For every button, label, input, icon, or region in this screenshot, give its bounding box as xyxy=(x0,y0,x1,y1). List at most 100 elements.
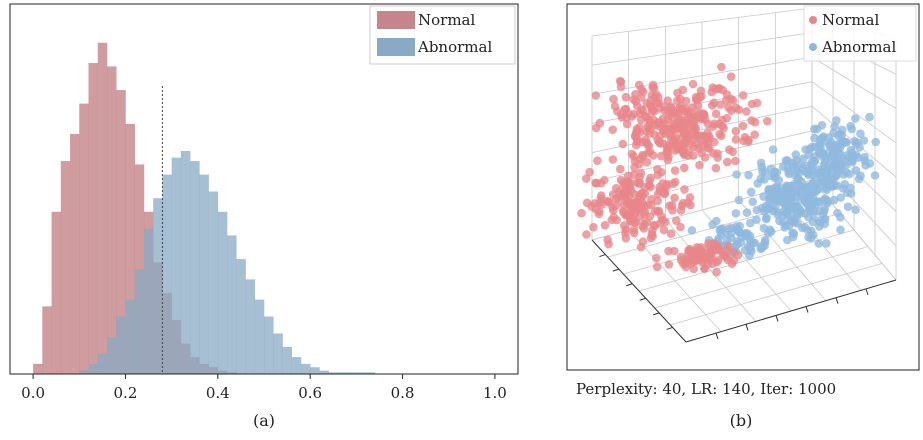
scatter-point-normal xyxy=(621,233,631,243)
scatter-point-normal xyxy=(638,87,648,97)
scatter-point-normal xyxy=(649,220,659,230)
scatter-point-abnormal xyxy=(855,143,864,152)
scatter-point-normal xyxy=(593,156,602,165)
axis-line xyxy=(652,312,660,316)
histogram-bar-abnormal xyxy=(328,372,339,374)
histogram-bar-normal xyxy=(51,211,62,374)
histogram-bar-abnormal xyxy=(180,150,191,374)
scatter-point-abnormal xyxy=(742,208,752,217)
scatter-point-normal xyxy=(697,247,707,257)
scatter-point-normal xyxy=(711,84,720,94)
scatter-point-abnormal xyxy=(734,195,744,205)
scatter-point-normal xyxy=(729,256,739,265)
legend-label-abnormal: Abnormal xyxy=(417,38,492,56)
scatter-point-normal xyxy=(663,144,672,154)
scatter-point-abnormal xyxy=(817,121,827,130)
scatter-point-normal xyxy=(713,241,722,251)
histogram-bar-abnormal xyxy=(97,353,108,374)
scatter-point-normal xyxy=(645,147,655,156)
histogram-bar-abnormal xyxy=(116,316,126,374)
scatter-point-normal xyxy=(699,110,708,119)
scatter-point-abnormal xyxy=(780,223,789,232)
histogram-legend: Normal Abnormal xyxy=(369,5,516,65)
histogram-bar-normal xyxy=(33,363,43,374)
scatter-point-normal xyxy=(630,189,639,199)
scatter-point-normal xyxy=(589,222,598,232)
grid-line xyxy=(811,56,897,109)
axis-line xyxy=(805,306,809,313)
scatter-point-normal xyxy=(620,105,629,114)
scatter-point-normal xyxy=(697,92,706,101)
scatter-point-normal xyxy=(688,79,698,89)
scatter-point-abnormal xyxy=(859,136,869,145)
scatter-point-normal xyxy=(635,122,644,132)
scatter-point-abnormal xyxy=(712,216,721,226)
scatter-point-abnormal xyxy=(774,176,784,185)
tsne-parameters-annotation: Perplexity: 40, LR: 140, Iter: 1000 xyxy=(576,380,836,398)
histogram-bar-abnormal xyxy=(365,372,376,374)
scatter-point-normal xyxy=(623,171,633,181)
scatter-point-abnormal xyxy=(822,239,831,248)
histogram-bar-abnormal xyxy=(264,316,274,374)
scatter-point-normal xyxy=(625,216,635,225)
scatter-point-abnormal xyxy=(765,194,775,203)
scatter-point-normal xyxy=(618,139,628,149)
scatter-point-normal xyxy=(653,207,662,216)
scatter-point-normal xyxy=(763,116,772,126)
scatter-point-normal xyxy=(711,163,721,173)
scatter-point-abnormal xyxy=(811,185,821,195)
histogram-bar-abnormal xyxy=(208,191,219,374)
scatter-point-normal xyxy=(679,149,688,158)
scatter-legend: Normal Abnormal xyxy=(803,5,917,62)
subcaption-a: (a) xyxy=(253,411,275,430)
scatter-point-abnormal xyxy=(794,175,803,184)
histogram-bar-abnormal xyxy=(143,228,154,374)
scatter-point-abnormal xyxy=(810,152,819,161)
scatter-point-abnormal xyxy=(748,197,758,207)
histogram-bar-abnormal xyxy=(134,269,145,374)
scatter-point-normal xyxy=(688,112,698,122)
scatter-point-abnormal xyxy=(779,207,788,216)
scatter-point-normal xyxy=(619,188,629,197)
scatter-point-abnormal xyxy=(767,171,776,181)
histogram-axes-frame xyxy=(9,3,519,375)
scatter-point-abnormal xyxy=(760,175,769,184)
scatter-point-normal xyxy=(608,155,618,164)
histogram-bar-abnormal xyxy=(310,367,320,374)
scatter-point-normal xyxy=(657,168,666,177)
axis-line xyxy=(745,324,749,331)
scatter-point-normal xyxy=(652,262,662,272)
scatter-point-normal xyxy=(750,117,760,127)
scatter-point-abnormal xyxy=(814,216,823,226)
scatter-point-abnormal xyxy=(731,209,741,218)
scatter-point-abnormal xyxy=(759,224,769,233)
scatter-point-normal xyxy=(670,193,679,203)
scatter-point-abnormal xyxy=(805,166,814,175)
x-tick-label: 0.2 xyxy=(114,384,138,402)
scatter-point-abnormal xyxy=(740,246,750,255)
axis-line xyxy=(626,283,633,287)
scatter-point-normal xyxy=(655,186,665,195)
scatter-point-abnormal xyxy=(851,205,860,215)
histogram-panel: 0.0 0.2 0.4 0.6 0.8 1.0 Normal Abnormal (a) xyxy=(9,3,519,430)
scatter-point-normal xyxy=(616,77,626,87)
x-axis-ticks: 0.0 0.2 0.4 0.6 0.8 1.0 xyxy=(21,374,507,402)
scatter-point-normal xyxy=(632,137,642,146)
scatter-point-normal xyxy=(689,142,699,152)
scatter-point-abnormal xyxy=(782,181,791,191)
scatter-point-abnormal xyxy=(764,186,773,195)
x-tick-label: 0.6 xyxy=(298,384,322,402)
scatter-point-abnormal xyxy=(761,214,771,224)
scatter-point-normal xyxy=(609,212,619,222)
histogram-bar-abnormal xyxy=(217,211,228,374)
scatter-point-normal xyxy=(582,230,591,239)
scatter-point-abnormal xyxy=(810,124,819,134)
scatter-point-abnormal xyxy=(833,208,842,218)
scatter-point-abnormal xyxy=(744,170,753,180)
scatter-point-normal xyxy=(711,109,721,119)
histogram-bar-normal xyxy=(116,90,126,374)
scatter-point-normal xyxy=(718,121,727,131)
x-tick-label: 0.4 xyxy=(206,384,230,402)
histogram-bar-abnormal xyxy=(88,363,99,374)
scatter-point-normal xyxy=(646,173,655,183)
